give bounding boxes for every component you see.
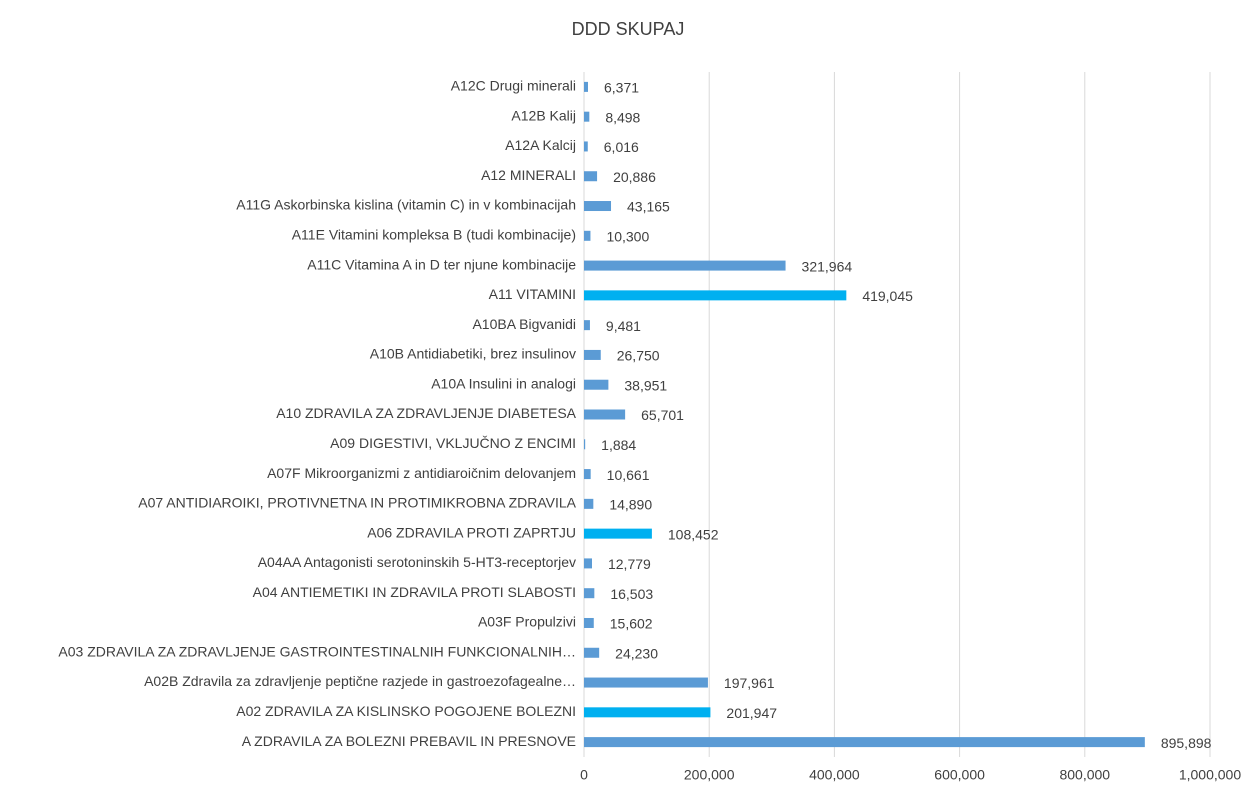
chart-title: DDD SKUPAJ [572, 19, 685, 39]
y-tick-label: A04 ANTIEMETIKI IN ZDRAVILA PROTI SLABOS… [253, 584, 576, 600]
x-tick-label: 0 [580, 767, 588, 783]
data-label: 43,165 [627, 199, 670, 215]
data-label: 38,951 [624, 377, 667, 393]
y-tick-label: A03F Propulzivi [478, 614, 576, 630]
bar [584, 290, 847, 301]
x-tick-label: 1,000,000 [1179, 767, 1241, 783]
data-label: 14,890 [609, 497, 652, 513]
y-tick-label: A02 ZDRAVILA ZA KISLINSKO POGOJENE BOLEZ… [236, 703, 576, 719]
bar [584, 171, 598, 182]
bar [584, 349, 601, 360]
data-label: 15,602 [610, 616, 653, 632]
y-tick-label: A11 VITAMINI [489, 286, 576, 302]
data-label: 9,481 [606, 318, 641, 334]
bar [584, 260, 786, 271]
y-tick-label: A10BA Bigvanidi [472, 316, 576, 332]
data-label: 321,964 [802, 258, 853, 274]
y-tick-label: A ZDRAVILA ZA BOLEZNI PREBAVIL IN PRESNO… [242, 733, 576, 749]
data-label: 895,898 [1161, 735, 1212, 751]
y-tick-label: A10B Antidiabetiki, brez insulinov [370, 346, 576, 362]
y-tick-label: A03 ZDRAVILA ZA ZDRAVLJENJE GASTROINTEST… [58, 643, 576, 659]
y-tick-label: A12B Kalij [511, 107, 576, 123]
bar [584, 111, 590, 122]
y-tick-label: A11E Vitamini kompleksa B (tudi kombinac… [292, 227, 576, 243]
data-label: 16,503 [610, 586, 653, 602]
bar [584, 141, 588, 152]
data-label: 12,779 [608, 556, 651, 572]
y-tick-label: A06 ZDRAVILA PROTI ZAPRTJU [367, 524, 576, 540]
data-label: 26,750 [617, 348, 660, 364]
bar [584, 588, 595, 599]
y-tick-label: A10A Insulini in analogi [431, 375, 576, 391]
data-label: 10,300 [606, 229, 649, 245]
bar [584, 409, 626, 420]
bar [584, 617, 594, 628]
bar [584, 469, 591, 480]
y-tick-label: A12 MINERALI [481, 167, 576, 183]
y-tick-label: A11C Vitamina A in D ter njune kombinaci… [307, 256, 576, 272]
x-tick-label: 800,000 [1059, 767, 1110, 783]
y-tick-label: A12C Drugi minerali [451, 78, 576, 94]
bar [584, 647, 600, 658]
y-tick-label: A09 DIGESTIVI, VKLJUČNO Z ENCIMI [330, 435, 576, 451]
bar [584, 379, 609, 390]
bar [584, 81, 588, 92]
x-tick-label: 400,000 [809, 767, 860, 783]
bar [584, 201, 612, 212]
data-label: 24,230 [615, 645, 658, 661]
data-label: 65,701 [641, 407, 684, 423]
bar [584, 498, 594, 509]
bar [584, 230, 591, 241]
y-tick-label: A11G Askorbinska kislina (vitamin C) in … [236, 197, 576, 213]
bar [584, 320, 590, 331]
data-label: 197,961 [724, 675, 775, 691]
x-tick-label: 200,000 [684, 767, 735, 783]
y-tick-label: A07 ANTIDIAROIKI, PROTIVNETNA IN PROTIMI… [138, 495, 576, 511]
y-tick-label: A12A Kalcij [505, 137, 576, 153]
y-tick-label: A04AA Antagonisti serotoninskih 5-HT3-re… [258, 554, 576, 570]
data-label: 201,947 [726, 705, 777, 721]
y-tick-label: A10 ZDRAVILA ZA ZDRAVLJENJE DIABETESA [276, 405, 576, 421]
bar [584, 558, 592, 569]
y-tick-label: A07F Mikroorganizmi z antidiaroičnim del… [267, 465, 576, 481]
data-label: 10,661 [607, 467, 650, 483]
data-label: 6,016 [604, 139, 639, 155]
bar [584, 737, 1145, 748]
data-label: 20,886 [613, 169, 656, 185]
data-label: 419,045 [862, 288, 913, 304]
bar [584, 439, 586, 450]
bar [584, 528, 652, 539]
data-label: 6,371 [604, 80, 639, 96]
y-tick-label: A02B Zdravila za zdravljenje peptične ra… [144, 673, 576, 689]
data-label: 108,452 [668, 526, 719, 542]
bar [584, 677, 708, 688]
x-tick-label: 600,000 [934, 767, 985, 783]
bar [584, 707, 711, 718]
data-label: 8,498 [605, 109, 640, 125]
data-label: 1,884 [601, 437, 636, 453]
